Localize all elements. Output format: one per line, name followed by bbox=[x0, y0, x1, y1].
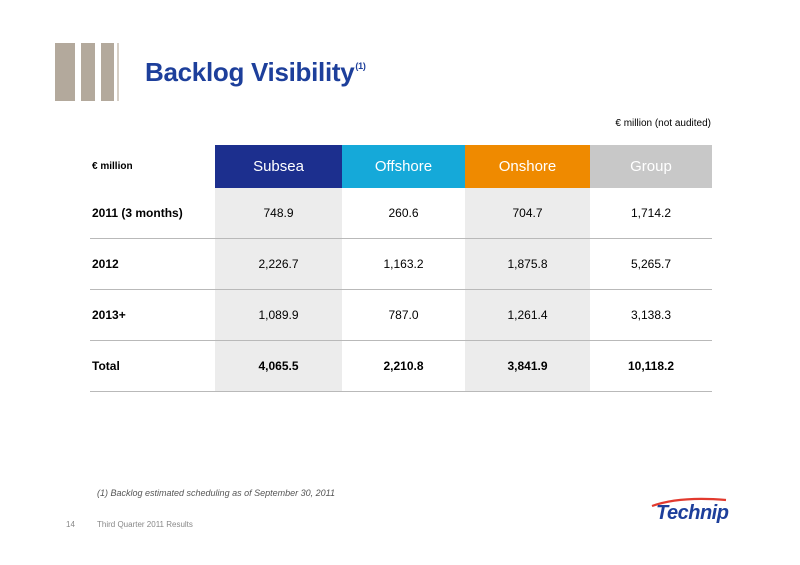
table-cell: 4,065.5 bbox=[215, 341, 342, 391]
table-cell: 704.7 bbox=[465, 188, 590, 238]
table-cell: 1,714.2 bbox=[630, 206, 672, 220]
table-cell: 3,841.9 bbox=[465, 341, 590, 391]
table-row: 2012 2,226.7 1,163.2 1,875.8 5,265.7 bbox=[90, 239, 712, 290]
logo-swoosh-icon bbox=[651, 497, 727, 508]
table-cell: 2,210.8 bbox=[383, 359, 424, 373]
page-title: Backlog Visibility(1) bbox=[145, 57, 366, 88]
table-row: 2011 (3 months) 748.9 260.6 704.7 1,714.… bbox=[90, 188, 712, 239]
table-header-row: € million Subsea Offshore Onshore Group bbox=[90, 145, 712, 188]
table-cell: 260.6 bbox=[388, 206, 419, 220]
decorative-bar bbox=[55, 43, 75, 101]
footnote: (1) Backlog estimated scheduling as of S… bbox=[97, 488, 335, 498]
table-cell: 1,875.8 bbox=[465, 239, 590, 289]
decorative-bar bbox=[117, 43, 119, 101]
row-label: 2012 bbox=[92, 257, 119, 271]
column-header-group: Group bbox=[590, 145, 712, 188]
row-label: 2013+ bbox=[92, 308, 126, 322]
logo-wordmark: Technip bbox=[656, 502, 729, 524]
decorative-bar bbox=[81, 43, 95, 101]
footer-text: Third Quarter 2011 Results bbox=[97, 520, 193, 529]
row-label: 2011 (3 months) bbox=[92, 206, 183, 220]
table-cell: 787.0 bbox=[388, 308, 419, 322]
table-cell: 3,138.3 bbox=[630, 308, 672, 322]
unit-note: € million (not audited) bbox=[615, 118, 711, 129]
technip-logo: Technip bbox=[640, 496, 730, 530]
backlog-table: € million Subsea Offshore Onshore Group … bbox=[90, 145, 712, 392]
table-cell: 10,118.2 bbox=[627, 359, 675, 373]
table-cell: 1,261.4 bbox=[465, 290, 590, 340]
decorative-bar bbox=[101, 43, 114, 101]
row-label: Total bbox=[92, 359, 120, 373]
page-title-text: Backlog Visibility bbox=[145, 57, 355, 87]
column-header-onshore: Onshore bbox=[465, 145, 590, 188]
table-cell: 1,089.9 bbox=[215, 290, 342, 340]
column-header-offshore: Offshore bbox=[342, 145, 465, 188]
table-row: 2013+ 1,089.9 787.0 1,261.4 3,138.3 bbox=[90, 290, 712, 341]
decorative-bars bbox=[55, 43, 119, 101]
table-cell: 748.9 bbox=[215, 188, 342, 238]
table-cell: 2,226.7 bbox=[215, 239, 342, 289]
corner-label: € million bbox=[92, 161, 133, 172]
table-cell: 5,265.7 bbox=[630, 257, 672, 271]
table-total-row: Total 4,065.5 2,210.8 3,841.9 10,118.2 bbox=[90, 341, 712, 392]
column-header-subsea: Subsea bbox=[215, 145, 342, 188]
title-footnote-marker: (1) bbox=[355, 61, 366, 71]
table-cell: 1,163.2 bbox=[383, 257, 424, 271]
page-number: 14 bbox=[66, 520, 75, 529]
